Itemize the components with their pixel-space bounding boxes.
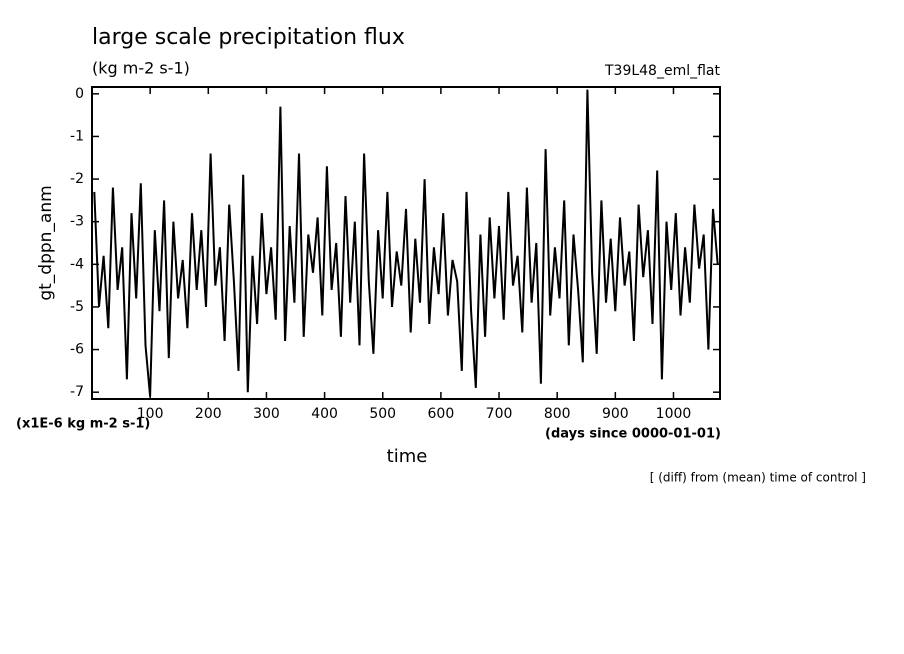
y-tick-label: -4 bbox=[70, 256, 84, 272]
y-tick-label: -6 bbox=[70, 342, 84, 358]
x-tick-label: 900 bbox=[602, 406, 629, 422]
data-line bbox=[93, 89, 719, 397]
y-tick-label: -3 bbox=[70, 214, 84, 230]
y-tick-label: -5 bbox=[70, 299, 84, 315]
y-unit-label: (x1E-6 kg m-2 s-1) bbox=[16, 417, 150, 432]
chart-subtitle: (kg m-2 s-1) bbox=[92, 59, 190, 78]
x-tick-label: 200 bbox=[195, 406, 222, 422]
x-tick-label: 800 bbox=[544, 406, 571, 422]
chart-title: large scale precipitation flux bbox=[92, 25, 405, 50]
plot-frame bbox=[91, 86, 721, 400]
y-tick-label: -2 bbox=[70, 171, 84, 187]
y-tick-label: -1 bbox=[70, 128, 84, 144]
x-tick-label: 500 bbox=[369, 406, 396, 422]
note: [ (diff) from (mean) time of control ] bbox=[650, 471, 866, 485]
x-tick-label: 700 bbox=[486, 406, 513, 422]
x-tick-label: 100 bbox=[137, 406, 164, 422]
y-tick-label: -7 bbox=[70, 384, 84, 400]
experiment-label: T39L48_eml_flat bbox=[604, 63, 721, 79]
y-tick-label: 0 bbox=[75, 86, 84, 102]
x-tick-label: 600 bbox=[428, 406, 455, 422]
x-unit-label: (days since 0000-01-01) bbox=[545, 427, 721, 442]
x-tick-label: 1000 bbox=[656, 406, 692, 422]
x-tick-label: 300 bbox=[253, 406, 280, 422]
x-tick-label: 400 bbox=[311, 406, 338, 422]
y-axis-label: gt_dppn_anm bbox=[36, 185, 56, 300]
x-axis-label: time bbox=[387, 446, 428, 467]
